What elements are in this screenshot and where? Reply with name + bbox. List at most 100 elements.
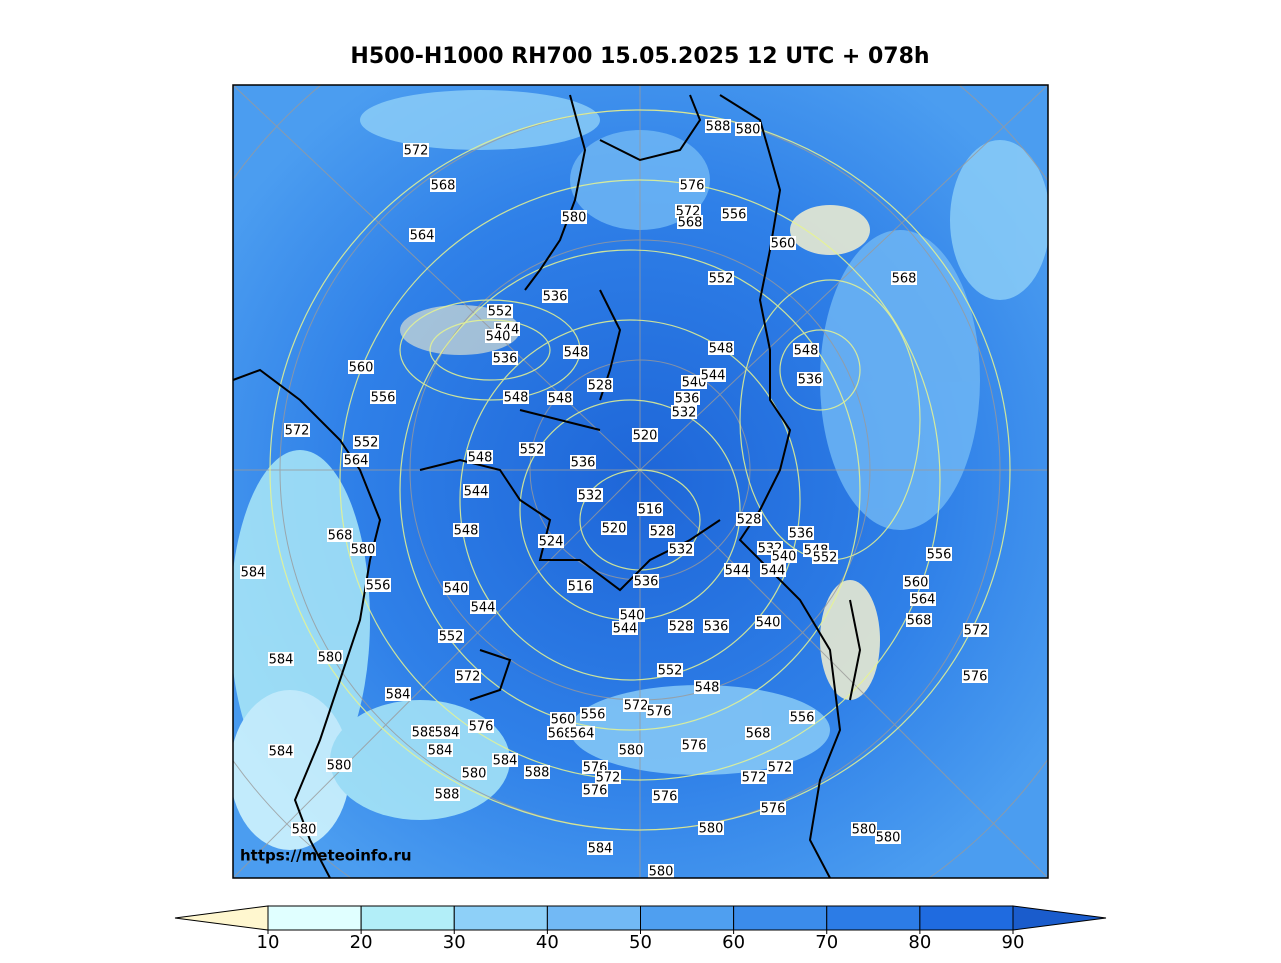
contour-label-box (291, 822, 317, 836)
contour-label-box (343, 453, 369, 467)
contour-label-box (524, 765, 550, 779)
contour-label-box (648, 864, 674, 878)
contour-label: 540 (486, 330, 511, 345)
contour-label-box (671, 405, 697, 419)
contour-label: 544 (725, 564, 750, 579)
contour-label: 564 (570, 727, 595, 742)
contour-label: 564 (410, 229, 435, 244)
contour-label: 572 (964, 624, 989, 639)
contour-label: 572 (285, 424, 310, 439)
contour-label: 544 (464, 485, 489, 500)
contour-label-box (326, 758, 352, 772)
contour-label-box (668, 542, 694, 556)
map-title: H500-H1000 RH700 15.05.2025 12 UTC + 078… (350, 44, 929, 69)
contour-label: 576 (761, 802, 786, 817)
contour-label: 576 (469, 720, 494, 735)
contours (269, 109, 1011, 831)
contour-label-box (492, 351, 518, 365)
contour-label-box (760, 801, 786, 815)
contour-label-box (735, 122, 761, 136)
colorbar-tick-label: 50 (629, 932, 652, 953)
contour-label-box (547, 726, 573, 740)
contour-label: 556 (581, 708, 606, 723)
contour-label-box (580, 707, 606, 721)
contour-label-box (492, 753, 518, 767)
contour-label: 576 (682, 739, 707, 754)
contour-label-box (760, 563, 786, 577)
contour-label-box (468, 719, 494, 733)
contour-label-box (427, 743, 453, 757)
colorbar-extend-low (174, 905, 269, 931)
map-frame (232, 84, 1049, 879)
contour-label-box (649, 524, 675, 538)
contour-label: 588 (706, 120, 731, 135)
contour-label: 536 (543, 290, 568, 305)
contour-label-box (569, 726, 595, 740)
contour-label-box (703, 619, 729, 633)
contour-label-box (430, 178, 456, 192)
contour-label: 572 (768, 761, 793, 776)
contour-label: 548 (709, 342, 734, 357)
contour-label-box (875, 830, 901, 844)
contour-label-box (755, 615, 781, 629)
contour-label-box (679, 178, 705, 192)
contour-label: 528 (588, 379, 613, 394)
contour-label: 532 (672, 406, 697, 421)
contour-label: 548 (468, 451, 493, 466)
contour-label-box (910, 592, 936, 606)
contour-label: 560 (349, 361, 374, 376)
contour-label: 536 (798, 373, 823, 388)
contour-label-box (797, 372, 823, 386)
contour-label-box (724, 563, 750, 577)
contour-label: 536 (789, 527, 814, 542)
contour-label-box (674, 391, 700, 405)
contour-label-box (657, 663, 683, 677)
contour-label: 576 (583, 784, 608, 799)
contour-label: 528 (650, 525, 675, 540)
contour-label: 556 (722, 208, 747, 223)
contour-label: 580 (876, 831, 901, 846)
contour-label: 576 (647, 705, 672, 720)
contour-label: 516 (568, 580, 593, 595)
contour-label: 536 (634, 575, 659, 590)
contour-label: 524 (539, 535, 564, 550)
contour-label: 552 (354, 436, 379, 451)
contour-label: 568 (678, 216, 703, 231)
contour-label-box (618, 743, 644, 757)
contour-label: 540 (772, 550, 797, 565)
contour-label-box (487, 304, 513, 318)
colorbar-tick-label: 10 (257, 932, 280, 953)
contour-label: 584 (493, 754, 518, 769)
contour-label: 536 (493, 352, 518, 367)
contour-label-box (700, 368, 726, 382)
contour-label-box (370, 390, 396, 404)
colorbar-tick-label: 60 (722, 932, 745, 953)
contour-label-box (503, 390, 529, 404)
contour-label-box (443, 581, 469, 595)
contour-label-box (485, 329, 511, 343)
contour-label: 580 (462, 767, 487, 782)
contour-label: 540 (444, 582, 469, 597)
contour-label: 536 (571, 456, 596, 471)
contour-label: 528 (737, 513, 762, 528)
contour-label-box (793, 343, 819, 357)
contour-label-box (268, 744, 294, 758)
colorbar-tick-label: 30 (443, 932, 466, 953)
contour-label: 532 (578, 489, 603, 504)
contour-label-box (903, 575, 929, 589)
contour-label-box (550, 712, 576, 726)
contour-label-box (409, 228, 435, 242)
contour-label-box (851, 822, 877, 836)
contour-label: 580 (318, 651, 343, 666)
contour-label-box (736, 512, 762, 526)
contour-label-box (438, 629, 464, 643)
contour-label: 540 (756, 616, 781, 631)
contour-label: 552 (658, 664, 683, 679)
contour-label: 584 (588, 842, 613, 857)
contour-label-box (741, 770, 767, 784)
contour-label: 564 (911, 593, 936, 608)
contour-label-box (563, 345, 589, 359)
contour-label-box (350, 542, 376, 556)
contour-label: 584 (428, 744, 453, 759)
contour-label: 552 (439, 630, 464, 645)
